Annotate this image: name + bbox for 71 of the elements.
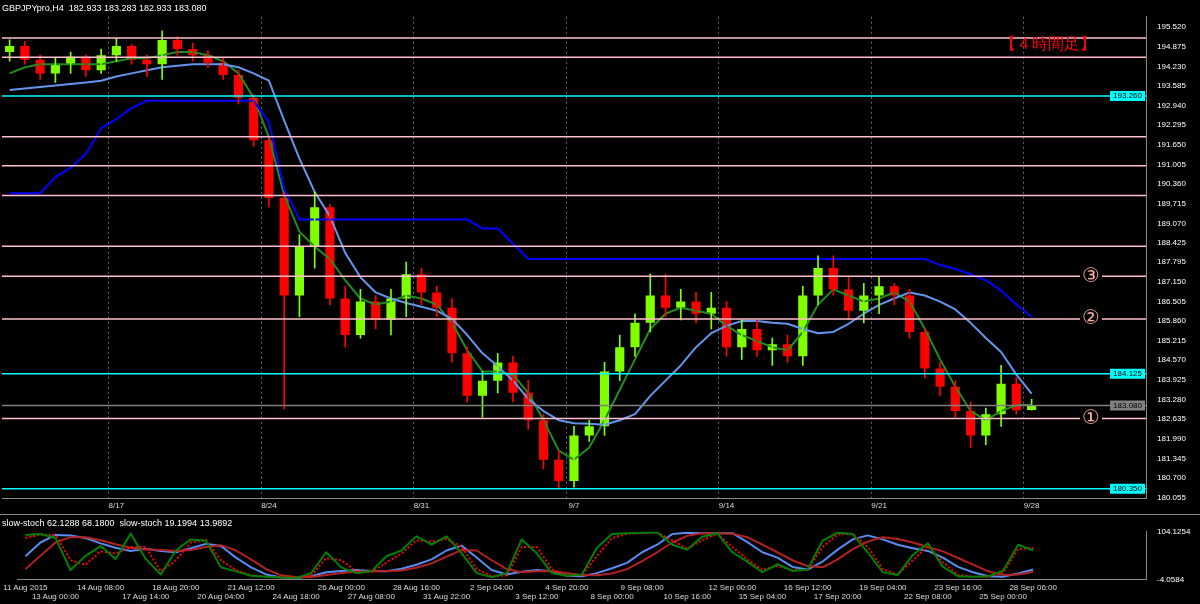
x-tick-label: 31 Aug 22:00 <box>422 592 471 602</box>
y-tick-label: 194.230 <box>1157 61 1187 71</box>
x-tick-label: 9/21 <box>871 501 888 511</box>
x-tick-label: 27 Aug 08:00 <box>347 592 396 602</box>
y-tick-label: 183.280 <box>1157 394 1187 404</box>
x-tick-label: 28 Sep 06:00 <box>1009 582 1058 592</box>
x-tick-label: 4 Sep 20:00 <box>545 582 590 592</box>
y-tick-label: 181.990 <box>1157 433 1187 443</box>
y-tick-label: 192.295 <box>1157 120 1187 130</box>
x-tick-label: 14 Aug 08:00 <box>77 582 125 592</box>
x-tick-label: 20 Aug 04:00 <box>197 592 246 602</box>
chart-title: GBPJPYpro,H4 182.933 183.283 182.933 183.080 <box>2 2 207 13</box>
annotation: 【４時間足】 <box>1000 33 1096 53</box>
x-tick-label: 8/31 <box>413 501 430 511</box>
x-tick-label: 3 Sep 12:00 <box>515 592 559 602</box>
y-tick-label: 182.635 <box>1157 414 1187 424</box>
y-tick-label: 104.1254 <box>1157 527 1191 536</box>
y-tick-label: 194.875 <box>1157 41 1187 51</box>
y-tick-label: 195.520 <box>1157 22 1187 32</box>
x-tick-label: 8 Sep 00:00 <box>590 592 635 602</box>
y-tick-label: 189.070 <box>1157 218 1187 228</box>
y-tick-label: 181.345 <box>1157 453 1187 463</box>
x-tick-label: 12 Sep 00:00 <box>708 582 757 592</box>
x-tick-label: 28 Aug 16:00 <box>392 582 441 592</box>
x-tick-label: 23 Sep 16:00 <box>934 582 983 592</box>
x-tick-label: 8/17 <box>108 501 125 511</box>
annotation: ③ <box>1082 262 1100 287</box>
x-tick-label: 15 Sep 04:00 <box>738 592 787 602</box>
x-tick-label: 9/28 <box>1023 501 1040 511</box>
x-tick-label: 25 Sep 00:00 <box>979 592 1028 602</box>
x-tick-label: 16 Sep 12:00 <box>783 582 832 592</box>
y-tick-label: 191.005 <box>1157 159 1187 169</box>
x-tick-label: 13 Aug 00:00 <box>31 592 80 602</box>
x-tick-label: 11 Aug 2015 <box>3 582 49 592</box>
y-tick-label: 192.940 <box>1157 100 1187 110</box>
x-tick-label: 21 Aug 12:00 <box>227 582 276 592</box>
y-tick-label: 185.215 <box>1157 335 1187 345</box>
y-tick-label: 193.585 <box>1157 81 1187 91</box>
x-tick-label: 10 Sep 16:00 <box>663 592 712 602</box>
x-tick-label: 24 Aug 18:00 <box>272 592 321 602</box>
chart-title: slow-stoch 62.1288 68.1800 slow-stoch 19.1994 13.9892 <box>2 517 233 528</box>
x-tick-label: 8/24 <box>261 501 278 511</box>
y-tick-label: 186.505 <box>1157 296 1187 306</box>
x-tick-label: 22 Sep 08:00 <box>904 592 953 602</box>
annotation: ① <box>1082 404 1100 429</box>
y-tick-label: 183.925 <box>1157 375 1187 385</box>
ref-line-label: 184.125 <box>1113 369 1143 379</box>
ref-line-label: 193.260 <box>1113 91 1143 101</box>
y-tick-label: -4.0584 <box>1157 575 1185 584</box>
x-tick-label: 17 Sep 20:00 <box>813 592 862 602</box>
y-tick-label: 180.700 <box>1157 473 1187 483</box>
x-tick-label: 9 Sep 08:00 <box>620 582 665 592</box>
annotation: ② <box>1082 305 1100 330</box>
x-tick-label: 9/14 <box>718 501 735 511</box>
y-tick-label: 184.570 <box>1157 355 1187 365</box>
y-tick-label: 180.055 <box>1157 492 1187 502</box>
x-tick-label: 9/7 <box>568 501 581 511</box>
y-tick-label: 189.715 <box>1157 198 1187 208</box>
x-tick-label: 18 Aug 20:00 <box>152 582 200 592</box>
ref-line-label: 183.080 <box>1113 400 1143 410</box>
x-tick-label: 17 Aug 14:00 <box>122 592 170 602</box>
x-tick-label: 26 Aug 00:00 <box>317 582 366 592</box>
x-tick-label: 2 Sep 04:00 <box>470 582 514 592</box>
x-tick-label: 19 Sep 04:00 <box>858 582 908 592</box>
ref-line-label: 180.350 <box>1113 483 1143 493</box>
y-tick-label: 185.860 <box>1157 316 1187 326</box>
y-tick-label: 187.150 <box>1157 276 1187 286</box>
y-tick-label: 191.650 <box>1157 140 1187 150</box>
y-tick-label: 188.425 <box>1157 238 1187 248</box>
y-tick-label: 190.360 <box>1157 179 1187 189</box>
y-tick-label: 187.795 <box>1157 257 1187 267</box>
